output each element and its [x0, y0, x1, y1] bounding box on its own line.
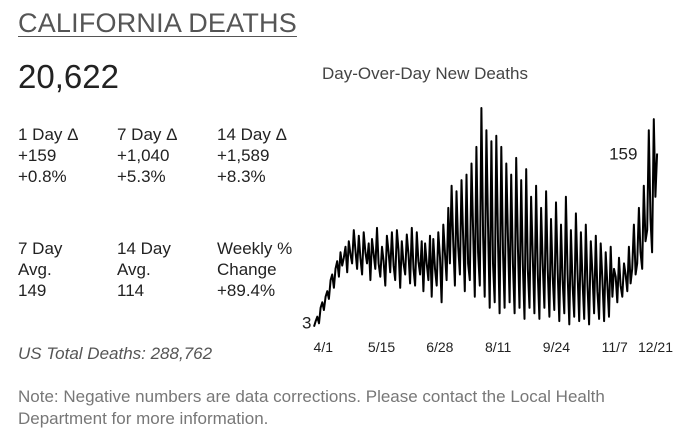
deaths-line-chart: 3 159 4/1 5/15 6/28 8/11 9/24 11/7 12/21 — [302, 107, 673, 355]
avg-label-line1: Weekly % — [217, 239, 293, 258]
series-layer — [313, 107, 659, 327]
stat-percent: +5.3% — [117, 167, 166, 186]
stat-1-day: 1 Day Δ +159 +0.8% — [18, 124, 79, 187]
chart-title: Day-Over-Day New Deaths — [322, 64, 528, 83]
x-tick-label: 8/11 — [485, 339, 511, 355]
page-title: CALIFORNIA DEATHS — [18, 8, 297, 38]
avg-7-day: 7 Day Avg. 149 — [18, 238, 62, 301]
label-layer: 3 159 4/1 5/15 6/28 8/11 9/24 11/7 12/21 — [302, 145, 673, 355]
stat-label: 14 Day Δ — [217, 125, 287, 144]
avg-label-line2: Avg. — [18, 260, 52, 279]
stat-label: 1 Day Δ — [18, 125, 79, 144]
avg-value: 149 — [18, 281, 47, 300]
stat-value: +1,589 — [217, 146, 270, 165]
series-line-0 — [313, 107, 659, 327]
us-total-deaths: US Total Deaths: 288,762 — [18, 344, 213, 363]
weekly-change: Weekly % Change +89.4% — [217, 238, 292, 301]
avg-label-line1: 14 Day — [117, 239, 171, 258]
x-tick-label: 4/1 — [314, 339, 334, 355]
stat-value: +1,040 — [117, 146, 170, 165]
avg-14-day: 14 Day Avg. 114 — [117, 238, 171, 301]
stat-7-day: 7 Day Δ +1,040 +5.3% — [117, 124, 178, 187]
avg-label-line2: Change — [217, 260, 277, 279]
end-value-label: 159 — [609, 145, 637, 164]
avg-value: +89.4% — [217, 281, 276, 300]
x-tick-label: 9/24 — [543, 339, 570, 355]
total-deaths: 20,622 — [18, 58, 119, 95]
stat-label: 7 Day Δ — [117, 125, 178, 144]
x-tick-label: 12/21 — [638, 339, 673, 355]
stat-value: +159 — [18, 146, 57, 165]
x-tick-label: 6/28 — [426, 339, 453, 355]
stat-percent: +8.3% — [217, 167, 266, 186]
x-tick-label: 11/7 — [602, 339, 628, 355]
stat-14-day: 14 Day Δ +1,589 +8.3% — [217, 124, 287, 187]
x-tick-label: 5/15 — [368, 339, 395, 355]
avg-label-line2: Avg. — [117, 260, 151, 279]
stat-percent: +0.8% — [18, 167, 67, 186]
start-value-label: 3 — [302, 314, 311, 333]
avg-value: 114 — [117, 281, 145, 300]
avg-label-line1: 7 Day — [18, 239, 63, 258]
note-text: Note: Negative numbers are data correcti… — [18, 387, 605, 428]
